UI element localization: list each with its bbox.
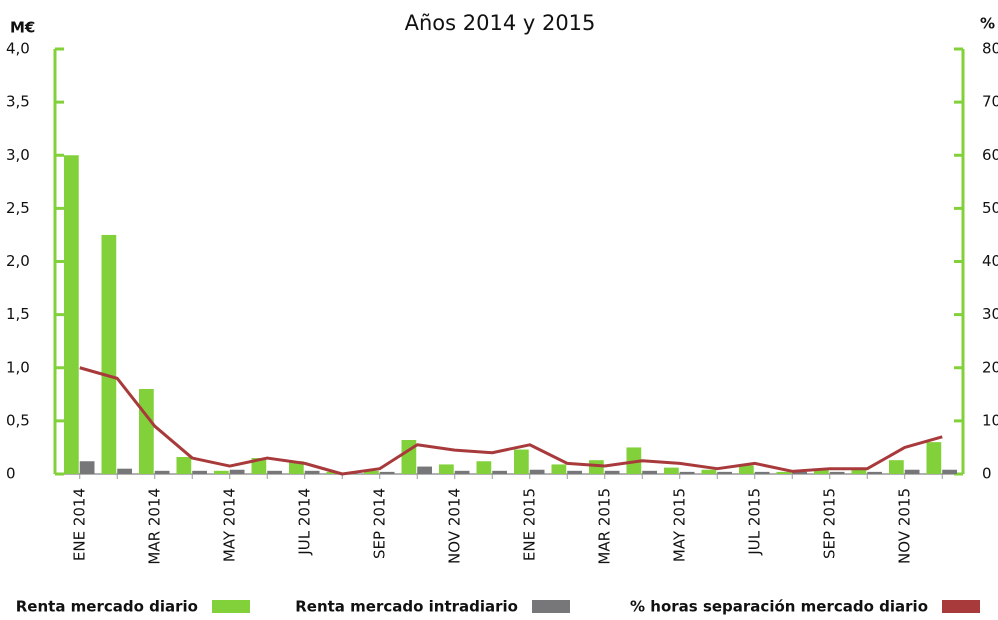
y-tick-label: 0,5 bbox=[6, 411, 30, 429]
y-tick-label: 0 bbox=[6, 465, 16, 483]
bar bbox=[417, 466, 432, 474]
y-tick-label: 1,5 bbox=[6, 305, 30, 323]
bar bbox=[476, 461, 492, 474]
y-axis-label: M€ bbox=[10, 19, 35, 37]
bar bbox=[814, 469, 829, 474]
y2-axis-label: % bbox=[980, 15, 995, 33]
y-tick-label: 3,5 bbox=[6, 93, 30, 111]
x-tick-label: SEP 2015 bbox=[820, 488, 838, 559]
bar bbox=[589, 460, 604, 474]
legend-label: % horas separación mercado diario bbox=[630, 598, 928, 616]
y2-tick-label: 30 bbox=[982, 305, 998, 323]
bar bbox=[364, 470, 379, 474]
legend-label: Renta mercado intradiario bbox=[295, 598, 518, 616]
bar bbox=[439, 464, 454, 474]
bar bbox=[679, 471, 695, 474]
bar bbox=[79, 461, 95, 474]
x-tick-label: MAR 2014 bbox=[145, 488, 163, 565]
bar bbox=[792, 471, 807, 474]
bar bbox=[926, 442, 942, 474]
y-tick-label: 4,0 bbox=[6, 40, 30, 58]
line bbox=[79, 366, 943, 476]
x-tick-label: MAR 2015 bbox=[595, 488, 613, 565]
y2-tick-label: 0 bbox=[982, 465, 992, 483]
y2-tick-label: 60 bbox=[982, 146, 998, 164]
bar bbox=[604, 470, 620, 474]
bar bbox=[64, 155, 79, 474]
legend-swatch bbox=[532, 600, 570, 613]
bar bbox=[214, 470, 229, 474]
bar bbox=[117, 468, 132, 474]
bar bbox=[889, 460, 904, 474]
bar bbox=[701, 469, 717, 474]
bar bbox=[514, 449, 529, 474]
bar bbox=[567, 470, 582, 474]
x-tick-label: JUL 2015 bbox=[745, 488, 763, 556]
y2-tick-label: 70 bbox=[982, 93, 998, 111]
bar bbox=[664, 467, 679, 474]
bar bbox=[454, 470, 470, 474]
bar bbox=[101, 234, 117, 474]
x-tick-label: NOV 2014 bbox=[445, 488, 463, 564]
x-tick-label: ENE 2015 bbox=[520, 488, 538, 561]
x-tick-label: ENE 2014 bbox=[70, 488, 88, 561]
bar bbox=[642, 470, 657, 474]
x-tick-label: JUL 2014 bbox=[295, 488, 313, 556]
legend-swatch bbox=[212, 600, 250, 613]
bar bbox=[829, 471, 845, 474]
y-tick-label: 1,0 bbox=[6, 358, 30, 376]
x-tick-label: MAY 2014 bbox=[220, 488, 238, 562]
bar bbox=[192, 470, 207, 474]
bar bbox=[304, 470, 320, 474]
bar bbox=[267, 470, 282, 474]
bar bbox=[851, 467, 867, 474]
bar bbox=[867, 471, 882, 474]
bar bbox=[942, 469, 957, 474]
bar bbox=[492, 470, 507, 474]
bar bbox=[289, 461, 304, 474]
x-tick-label: MAY 2015 bbox=[670, 488, 688, 562]
bar bbox=[904, 469, 920, 474]
y2-tick-label: 50 bbox=[982, 199, 998, 217]
bar bbox=[229, 469, 245, 474]
bar bbox=[379, 471, 395, 474]
bar bbox=[717, 471, 732, 474]
y-tick-label: 2,0 bbox=[6, 252, 30, 270]
legend-swatch bbox=[942, 600, 980, 613]
chart-title: Años 2014 y 2015 bbox=[405, 11, 596, 35]
y2-tick-label: 80 bbox=[982, 40, 998, 58]
bar bbox=[154, 470, 170, 474]
y2-tick-label: 10 bbox=[982, 411, 998, 429]
y2-tick-label: 20 bbox=[982, 358, 998, 376]
bar bbox=[176, 457, 192, 474]
bar bbox=[551, 464, 567, 474]
x-tick-label: SEP 2014 bbox=[370, 488, 388, 559]
bar bbox=[776, 471, 792, 474]
y-tick-label: 2,5 bbox=[6, 199, 30, 217]
bar bbox=[739, 465, 754, 474]
y2-tick-label: 40 bbox=[982, 252, 998, 270]
bar bbox=[139, 389, 154, 474]
y-tick-label: 3,0 bbox=[6, 146, 30, 164]
bar bbox=[529, 469, 545, 474]
bar bbox=[754, 471, 770, 474]
x-tick-label: NOV 2015 bbox=[895, 488, 913, 564]
legend-label: Renta mercado diario bbox=[16, 598, 198, 616]
